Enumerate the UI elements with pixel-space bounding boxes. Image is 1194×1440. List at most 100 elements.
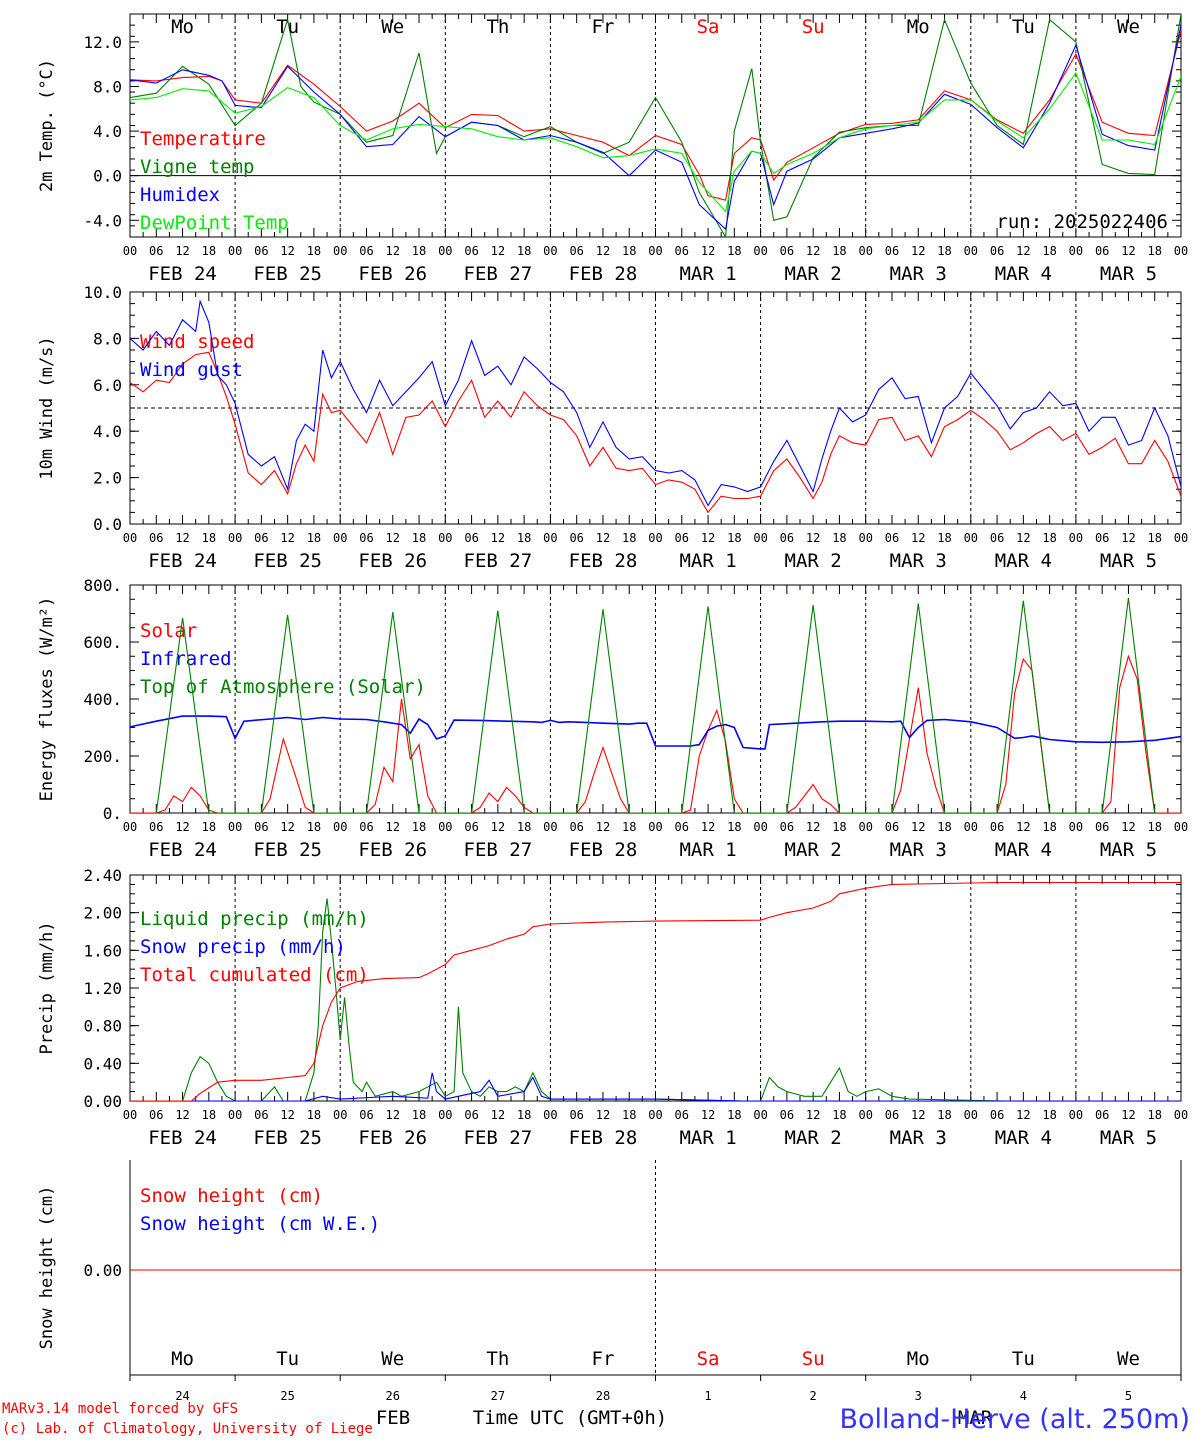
hour-label: 12 bbox=[1121, 1108, 1135, 1122]
hour-label: 06 bbox=[990, 244, 1004, 258]
y-tick-label: 2.40 bbox=[83, 866, 122, 885]
hour-label: 12 bbox=[1016, 244, 1030, 258]
hour-label: 06 bbox=[359, 1108, 373, 1122]
weekday-label: Th bbox=[486, 1348, 509, 1370]
series-line bbox=[130, 898, 1181, 1101]
date-label: MAR 2 bbox=[785, 1127, 842, 1149]
hour-label: 12 bbox=[911, 1108, 925, 1122]
date-label: FEB 27 bbox=[464, 1127, 533, 1149]
hour-label: 06 bbox=[569, 820, 583, 834]
hour-label: 12 bbox=[806, 820, 820, 834]
weekday-label: Su bbox=[802, 16, 825, 38]
legend-entry: Top of Atmosphere (Solar) bbox=[140, 676, 426, 698]
hour-label: 12 bbox=[280, 531, 294, 545]
date-label: FEB 27 bbox=[464, 839, 533, 861]
hour-label: 00 bbox=[228, 531, 242, 545]
date-label: FEB 26 bbox=[358, 263, 427, 285]
date-label: MAR 3 bbox=[890, 1127, 947, 1149]
legend-entry: Humidex bbox=[140, 184, 220, 206]
hour-label: 00 bbox=[1069, 531, 1083, 545]
hour-label: 18 bbox=[307, 820, 321, 834]
date-label: FEB 27 bbox=[464, 263, 533, 285]
hour-label: 12 bbox=[701, 531, 715, 545]
legend-entry: Temperature bbox=[140, 128, 266, 150]
date-label: MAR 1 bbox=[679, 263, 736, 285]
weekday-label: We bbox=[381, 1348, 404, 1370]
hour-label: 00 bbox=[648, 531, 662, 545]
legend-entry: Wind speed bbox=[140, 331, 254, 353]
hour-label: 12 bbox=[1016, 820, 1030, 834]
hour-label: 18 bbox=[1042, 820, 1056, 834]
hour-label: 18 bbox=[937, 244, 951, 258]
date-label: MAR 5 bbox=[1100, 839, 1157, 861]
hour-label: 00 bbox=[438, 820, 452, 834]
hour-label: 06 bbox=[1095, 244, 1109, 258]
hour-label: 12 bbox=[386, 531, 400, 545]
weekday-label: We bbox=[381, 16, 404, 38]
date-label: MAR 5 bbox=[1100, 263, 1157, 285]
hour-label: 00 bbox=[1174, 531, 1188, 545]
hour-label: 06 bbox=[359, 244, 373, 258]
date-label: MAR 5 bbox=[1100, 550, 1157, 572]
hour-label: 00 bbox=[1174, 1108, 1188, 1122]
y-tick-label: 0.00 bbox=[83, 1092, 122, 1111]
weekday-label: Mo bbox=[171, 16, 194, 38]
hour-label: 00 bbox=[1069, 244, 1083, 258]
y-tick-label: 2.00 bbox=[83, 904, 122, 923]
hour-label: 00 bbox=[123, 820, 137, 834]
hour-label: 00 bbox=[543, 820, 557, 834]
day-number-label: 5 bbox=[1125, 1389, 1132, 1403]
series-line bbox=[130, 28, 1181, 201]
energy-flux-panel: 800. 600. 400. 200. 0. Energy fluxes (W/m²) So… bbox=[37, 576, 1188, 861]
hour-label: 12 bbox=[175, 1108, 189, 1122]
date-label: MAR 4 bbox=[995, 263, 1052, 285]
date-label: FEB 25 bbox=[253, 550, 322, 572]
hour-label: 06 bbox=[149, 531, 163, 545]
hour-label: 00 bbox=[333, 244, 347, 258]
hour-label: 00 bbox=[1069, 1108, 1083, 1122]
hour-label: 00 bbox=[333, 820, 347, 834]
hour-label: 00 bbox=[1174, 244, 1188, 258]
hour-label: 12 bbox=[175, 820, 189, 834]
date-label: FEB 28 bbox=[569, 839, 638, 861]
hour-label: 18 bbox=[307, 1108, 321, 1122]
hour-label: 18 bbox=[307, 531, 321, 545]
hour-label: 18 bbox=[412, 531, 426, 545]
hour-label: 06 bbox=[464, 1108, 478, 1122]
hour-label: 00 bbox=[964, 820, 978, 834]
hour-label: 18 bbox=[1147, 1108, 1161, 1122]
hour-label: 06 bbox=[254, 531, 268, 545]
hour-label: 18 bbox=[937, 531, 951, 545]
hour-label: 18 bbox=[307, 244, 321, 258]
hour-label: 18 bbox=[412, 244, 426, 258]
y-tick-label: 0.0 bbox=[93, 167, 122, 186]
date-label: MAR 3 bbox=[890, 839, 947, 861]
y-tick-label: 800. bbox=[83, 576, 122, 595]
hour-label: 18 bbox=[517, 244, 531, 258]
day-number-label: 28 bbox=[596, 1389, 610, 1403]
hour-label: 00 bbox=[123, 1108, 137, 1122]
date-label: MAR 5 bbox=[1100, 1127, 1157, 1149]
y-tick-label: 12.0 bbox=[83, 33, 122, 52]
hour-label: 12 bbox=[1121, 244, 1135, 258]
hour-label: 00 bbox=[123, 244, 137, 258]
date-label: MAR 2 bbox=[785, 550, 842, 572]
legend-entry: Snow precip (mm/h) bbox=[140, 936, 346, 958]
hour-label: 18 bbox=[1042, 244, 1056, 258]
date-label: FEB 28 bbox=[569, 1127, 638, 1149]
legend-entry: Solar bbox=[140, 620, 197, 642]
hour-label: 18 bbox=[832, 531, 846, 545]
hour-label: 00 bbox=[858, 820, 872, 834]
y-tick-label: 0.80 bbox=[83, 1017, 122, 1036]
y-tick-label: 4.0 bbox=[93, 122, 122, 141]
hour-label: 18 bbox=[202, 531, 216, 545]
hour-label: 00 bbox=[543, 244, 557, 258]
hour-label: 06 bbox=[675, 244, 689, 258]
series-line bbox=[130, 299, 1181, 507]
hour-label: 00 bbox=[964, 1108, 978, 1122]
footer-model-line: MARv3.14 model forced by GFS bbox=[2, 1401, 238, 1417]
hour-label: 06 bbox=[569, 1108, 583, 1122]
hour-label: 06 bbox=[149, 820, 163, 834]
hour-label: 00 bbox=[333, 1108, 347, 1122]
